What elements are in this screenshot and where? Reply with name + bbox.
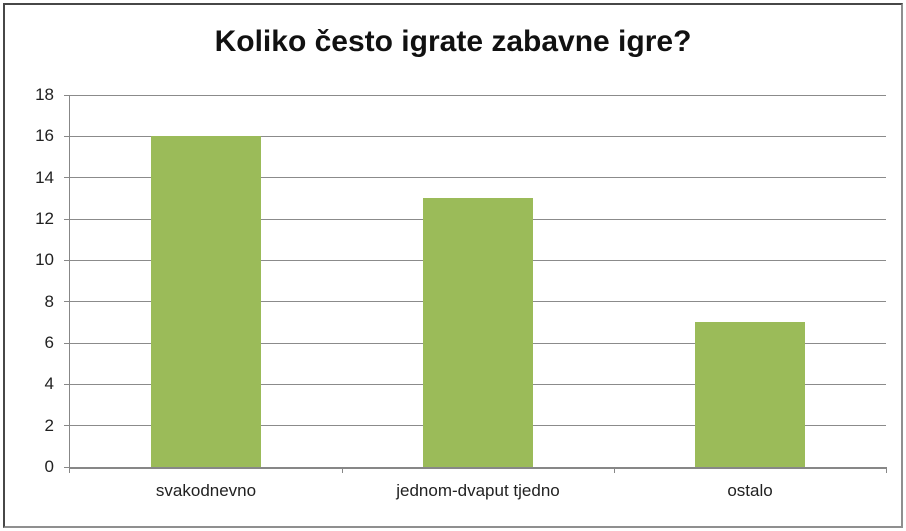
gridline	[70, 177, 886, 179]
x-axis-tick	[885, 467, 887, 473]
y-axis-tick	[64, 383, 70, 385]
gridline	[70, 94, 886, 96]
y-axis-label: 16	[35, 126, 54, 146]
x-axis-label: ostalo	[727, 481, 773, 500]
x-axis-tick	[341, 467, 343, 473]
plot-area: 0 2 4 6 8 10 12 14 16 18 svakodnevno jednom-dvaput …	[35, 85, 887, 500]
y-axis-tick	[64, 425, 70, 427]
y-axis-label: 10	[35, 250, 54, 270]
y-axis-tick	[64, 177, 70, 179]
chart-title: Koliko često igrate zabavne igre?	[214, 25, 692, 58]
y-axis-label: 12	[35, 209, 54, 228]
y-axis-label: 2	[44, 415, 54, 435]
bar	[423, 198, 533, 467]
y-axis-tick	[64, 301, 70, 303]
x-axis-label: jednom-dvaput tjedno	[396, 481, 560, 500]
y-axis-tick	[64, 218, 70, 220]
y-axis-line	[69, 95, 70, 473]
y-axis-label: 0	[44, 457, 54, 476]
y-axis-label: 4	[44, 374, 54, 394]
y-axis-label: 8	[44, 291, 54, 311]
y-axis-tick	[64, 466, 70, 468]
bar	[151, 136, 261, 467]
y-axis-label: 14	[35, 167, 54, 187]
x-axis-tick	[613, 467, 615, 473]
x-axis-line	[70, 467, 886, 469]
y-axis-tick	[64, 94, 70, 96]
bar	[695, 322, 805, 467]
x-axis-label: svakodnevno	[155, 481, 257, 500]
gridline	[70, 135, 886, 137]
y-axis-tick	[64, 135, 70, 137]
y-axis-label: 6	[44, 333, 54, 352]
y-axis-tick	[64, 259, 70, 261]
y-axis-label: 18	[35, 85, 54, 104]
chart-frame: Koliko često igrate zabavne igre? 0 2 4 6 8 1…	[3, 3, 903, 528]
y-axis-tick	[64, 342, 70, 344]
